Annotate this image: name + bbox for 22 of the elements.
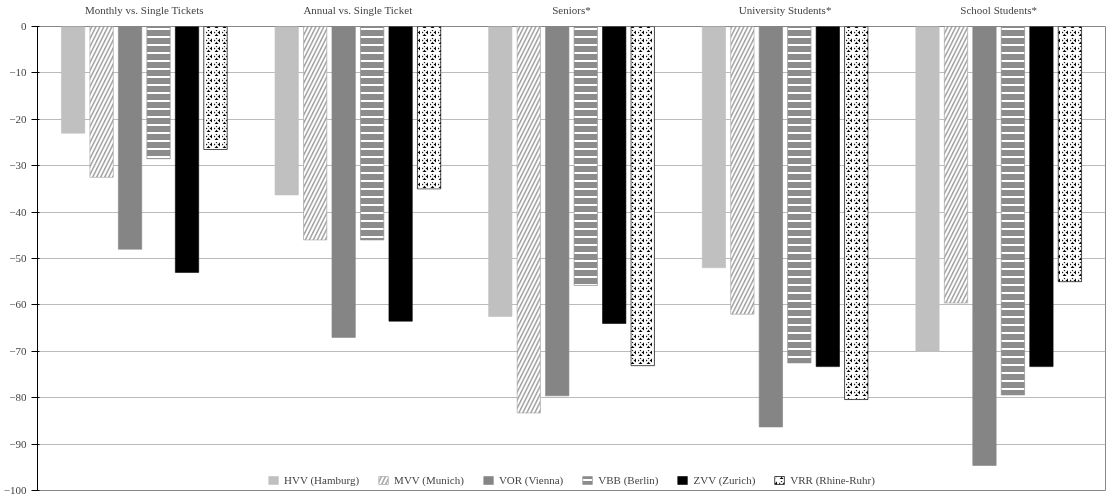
legend-label: VBB (Berlin) <box>598 474 659 486</box>
y-tick-label: −10 <box>9 66 27 79</box>
x-tick-label: School Students* <box>960 3 1038 16</box>
y-tick-label: −40 <box>9 205 27 218</box>
y-tick-label: −20 <box>9 112 27 125</box>
legend-label: ZVV (Zurich) <box>693 474 756 486</box>
y-tick-label: −30 <box>9 159 27 172</box>
legend-label: VRR (Rhine-Ruhr) <box>790 474 875 486</box>
legend-label: HVV (Hamburg) <box>284 474 360 486</box>
x-tick-label: University Students* <box>738 3 832 16</box>
legend-label: VOR (Vienna) <box>498 474 564 486</box>
y-tick-label: −70 <box>9 344 27 357</box>
y-tick-label: −90 <box>9 437 27 450</box>
legend-label: MVV (Munich) <box>394 474 464 486</box>
y-tick-label: −50 <box>9 252 27 264</box>
y-tick-label: −100 <box>3 484 27 496</box>
x-tick-label: Seniors* <box>552 3 591 16</box>
y-tick-label: −80 <box>9 391 27 404</box>
y-tick-label: 0 <box>21 20 27 32</box>
y-tick-label: −60 <box>9 298 27 311</box>
x-tick-label: Annual vs. Single Ticket <box>303 3 413 16</box>
x-tick-label: Monthly vs. Single Tickets <box>84 3 204 16</box>
